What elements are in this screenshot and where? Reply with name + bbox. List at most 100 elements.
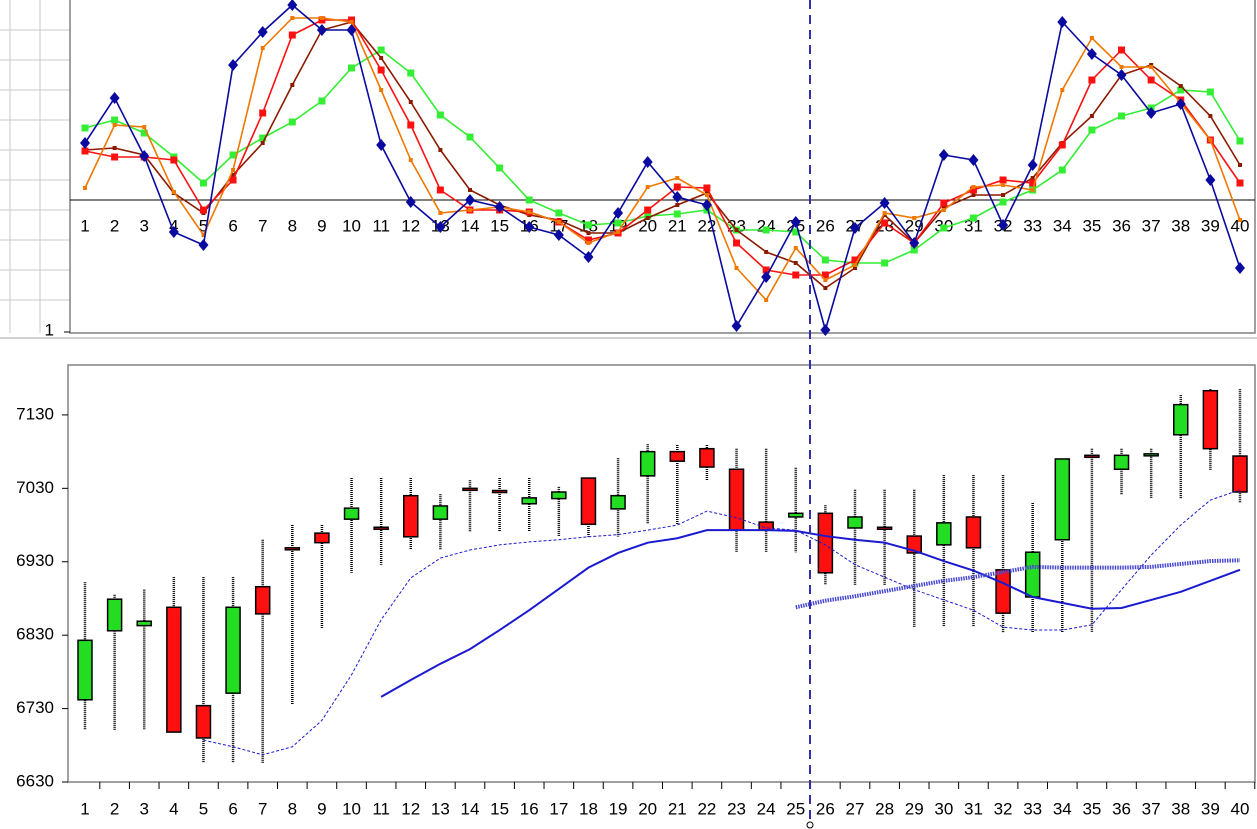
marker bbox=[940, 224, 948, 232]
series-line bbox=[84, 49, 1241, 264]
x-tick-label: 21 bbox=[668, 216, 687, 235]
x-tick-label: 11 bbox=[372, 216, 390, 235]
cursor-handle bbox=[806, 821, 814, 829]
marker bbox=[1058, 141, 1066, 149]
marker bbox=[1236, 179, 1244, 187]
marker bbox=[408, 100, 413, 104]
marker bbox=[466, 133, 474, 141]
marker bbox=[229, 151, 237, 159]
x-tick-label: 9 bbox=[317, 799, 326, 818]
top-frame bbox=[69, 0, 1256, 334]
marker bbox=[672, 191, 683, 203]
marker bbox=[1119, 65, 1124, 69]
marker bbox=[1089, 36, 1094, 40]
marker bbox=[257, 26, 268, 38]
marker bbox=[968, 154, 979, 166]
candle-body bbox=[639, 450, 656, 477]
x-tick-label: 38 bbox=[1171, 799, 1190, 818]
marker bbox=[734, 228, 739, 232]
x-tick-label: 31 bbox=[964, 216, 983, 235]
marker bbox=[852, 263, 857, 267]
candle-body bbox=[432, 505, 449, 520]
marker bbox=[971, 185, 976, 189]
candle-body bbox=[491, 489, 508, 494]
marker bbox=[260, 141, 265, 145]
marker bbox=[1088, 76, 1096, 84]
marker bbox=[1116, 69, 1127, 81]
x-tick-label: 35 bbox=[1082, 799, 1101, 818]
marker bbox=[1146, 107, 1157, 119]
x-tick-label: 1 bbox=[80, 799, 89, 818]
marker bbox=[436, 111, 444, 119]
x-tick-label: 3 bbox=[139, 799, 148, 818]
candle-body bbox=[906, 535, 922, 554]
x-tick-label: 12 bbox=[401, 799, 420, 818]
x-tick-label: 26 bbox=[816, 799, 835, 818]
marker bbox=[703, 184, 711, 192]
candle-body bbox=[1232, 455, 1248, 493]
marker bbox=[555, 209, 563, 217]
x-tick-label: 26 bbox=[816, 216, 835, 235]
marker bbox=[912, 216, 917, 220]
x-tick-label: 19 bbox=[609, 799, 628, 818]
marker bbox=[642, 156, 653, 168]
marker bbox=[83, 186, 87, 190]
x-tick-label: 20 bbox=[638, 799, 657, 818]
candle-body bbox=[847, 516, 863, 529]
x-tick-label: 5 bbox=[199, 216, 208, 235]
marker bbox=[259, 109, 267, 117]
marker bbox=[673, 183, 681, 191]
marker bbox=[405, 196, 416, 208]
x-tick-label: 30 bbox=[934, 799, 953, 818]
marker bbox=[377, 66, 385, 74]
marker bbox=[1149, 65, 1154, 69]
candle-body bbox=[669, 450, 686, 462]
marker bbox=[704, 193, 709, 197]
marker bbox=[881, 219, 889, 227]
marker bbox=[645, 216, 650, 220]
marker bbox=[762, 226, 770, 234]
x-tick-label: 8 bbox=[288, 799, 297, 818]
x-tick-label: 4 bbox=[169, 799, 178, 818]
series-line bbox=[84, 21, 1241, 290]
candle-body bbox=[699, 447, 715, 468]
marker bbox=[852, 266, 857, 270]
x-tick-label: 22 bbox=[697, 799, 716, 818]
x-tick-label: 36 bbox=[1112, 799, 1131, 818]
candle-body bbox=[1202, 389, 1219, 450]
marker bbox=[793, 246, 798, 250]
marker bbox=[1208, 114, 1213, 118]
marker bbox=[881, 259, 889, 267]
candle-body bbox=[610, 494, 626, 510]
x-tick-label: 4 bbox=[169, 216, 178, 235]
candle-body bbox=[343, 507, 360, 520]
marker bbox=[1088, 126, 1096, 134]
marker bbox=[553, 229, 564, 241]
marker bbox=[436, 186, 444, 194]
x-tick-label: 17 bbox=[549, 799, 568, 818]
marker bbox=[764, 250, 769, 254]
marker bbox=[199, 206, 207, 214]
x-tick-label: 25 bbox=[786, 799, 805, 818]
plots: 1123456789101112131415161718192021222324… bbox=[16, 0, 1256, 818]
x-tick-label: 14 bbox=[461, 216, 480, 235]
marker bbox=[879, 197, 890, 209]
x-tick-label: 13 bbox=[431, 799, 450, 818]
marker bbox=[112, 146, 117, 150]
marker bbox=[673, 210, 681, 218]
marker bbox=[109, 92, 120, 104]
marker bbox=[614, 219, 622, 227]
marker bbox=[171, 190, 176, 194]
marker bbox=[584, 221, 592, 229]
marker bbox=[377, 46, 385, 54]
series-line bbox=[84, 19, 1241, 276]
x-tick-label: 36 bbox=[1112, 216, 1131, 235]
x-tick-label: 14 bbox=[461, 799, 480, 818]
marker bbox=[583, 251, 594, 263]
x-tick-label: 5 bbox=[199, 799, 208, 818]
marker bbox=[80, 137, 90, 149]
marker bbox=[438, 211, 443, 215]
x-tick-label: 6 bbox=[228, 799, 237, 818]
